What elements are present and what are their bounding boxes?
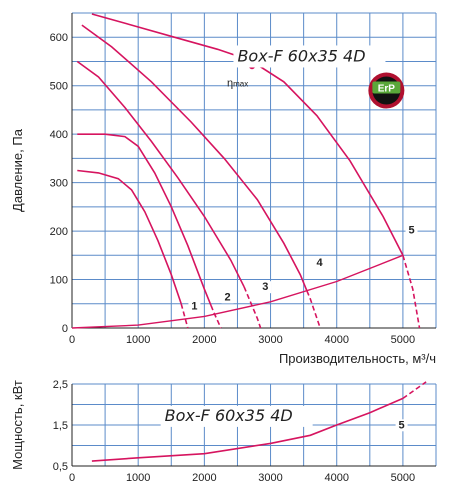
curve-label-bg xyxy=(188,300,201,313)
x-axis-label: Производительность, м³/ч xyxy=(279,351,436,366)
fan-curve-3-extension xyxy=(243,286,262,329)
curve-label-bg xyxy=(405,224,418,237)
power-title-bg xyxy=(160,405,313,427)
power-curve-5 xyxy=(91,397,404,462)
x-tick-label: 0 xyxy=(69,472,75,484)
x-tick-label: 3000 xyxy=(258,334,282,346)
curve-label-1: 1 xyxy=(191,301,197,313)
curve-label-bg xyxy=(221,291,234,304)
curve-label-bg xyxy=(259,281,272,294)
fan-curve-3 xyxy=(76,60,245,288)
fan-curve-1-extension xyxy=(180,303,189,329)
x-tick-label: 5000 xyxy=(391,334,415,346)
chart-title: Box-F 60x35 4D xyxy=(237,46,365,65)
power-chart: 0 1000 2000 3000 4000 5000 0,5 1,5 2,5 Мощность, … xyxy=(10,379,437,484)
x-tick-label: 0 xyxy=(69,334,75,346)
curve-label-4: 4 xyxy=(316,257,323,269)
x-tick-label: 1000 xyxy=(126,472,150,484)
curve-label-bg xyxy=(313,256,326,269)
erp-badge-text: ErP xyxy=(378,84,396,95)
y-axis-label: Давление, Па xyxy=(10,128,25,212)
y-tick-label: 0 xyxy=(62,323,68,335)
erp-badge-tag xyxy=(372,81,401,94)
x-tick-label: 2000 xyxy=(192,472,216,484)
eta-max-subscript: max xyxy=(233,79,248,88)
fan-curve-4 xyxy=(81,24,308,292)
fan-curve-5-extension xyxy=(402,255,421,329)
y-tick-label: 500 xyxy=(50,81,68,93)
erp-badge: ErP xyxy=(368,72,405,109)
curve-label-5: 5 xyxy=(408,225,414,237)
fan-curve-1 xyxy=(77,169,182,305)
y-tick-label: 200 xyxy=(50,226,68,238)
curve-label-2: 2 xyxy=(224,291,230,303)
fan-curve-4-extension xyxy=(306,290,321,329)
x-tick-label: 2000 xyxy=(192,334,216,346)
eta-max-label: ηmax xyxy=(227,77,248,89)
power-curve-5-extension xyxy=(402,381,427,400)
title-bg xyxy=(233,45,386,68)
fan-curves xyxy=(76,13,421,329)
fan-curve-2-extension xyxy=(210,305,222,329)
y-tick-label: 1,5 xyxy=(53,420,68,432)
pressure-chart: 0 1000 2000 3000 4000 5000 0 100 200 300 400 500 600… xyxy=(10,12,437,366)
x-tick-label: 1000 xyxy=(126,334,150,346)
curve-label-3: 3 xyxy=(262,281,268,293)
x-tick-label: 4000 xyxy=(324,472,348,484)
y-axis-label: Мощность, кВт xyxy=(10,380,25,470)
fan-curve-2 xyxy=(77,133,212,306)
power-chart-title: Box-F 60x35 4D xyxy=(165,406,293,425)
system-curve xyxy=(71,254,404,329)
x-tick-label: 5000 xyxy=(391,472,415,484)
x-tick-label: 3000 xyxy=(258,472,282,484)
y-tick-label: 400 xyxy=(50,129,68,141)
y-tick-label: 300 xyxy=(50,178,68,190)
power-curve-label-bg xyxy=(395,419,408,432)
y-tick-label: 100 xyxy=(50,275,68,287)
y-tick-label: 2,5 xyxy=(53,379,68,391)
y-tick-label: 600 xyxy=(50,32,68,44)
power-curve-label-5: 5 xyxy=(399,419,405,431)
x-tick-label: 4000 xyxy=(324,334,348,346)
y-tick-label: 0,5 xyxy=(53,461,68,473)
fan-curve-5 xyxy=(91,13,404,256)
